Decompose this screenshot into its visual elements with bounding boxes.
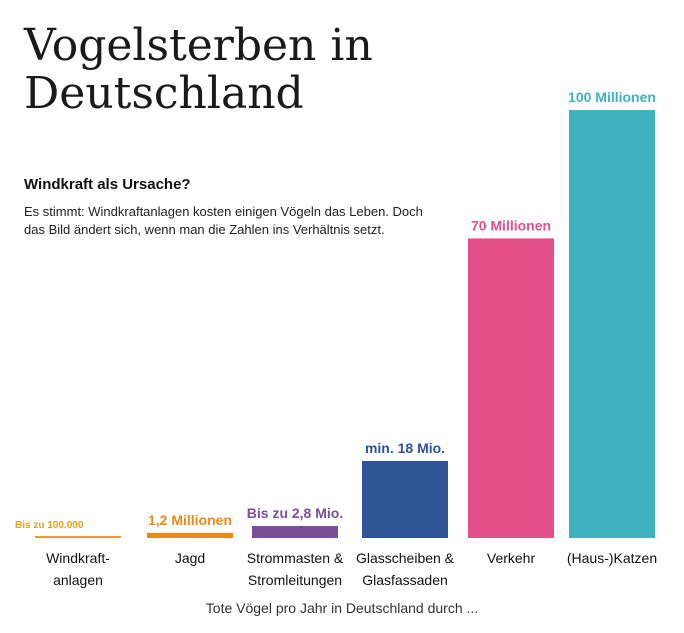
chart-title: Vogelsterben in Deutschland [24,20,373,119]
category-label-2-0: Strommasten & [247,550,344,566]
bar-2 [252,526,338,538]
value-label-0: Bis zu 100.000 [15,520,84,531]
category-label-0-0: Windkraft- [46,550,110,566]
bar-0 [35,536,121,538]
category-label-4-0: Verkehr [487,550,536,566]
bar-3 [362,460,448,538]
chart-description: Es stimmt: Windkraftanlagen kosten einig… [24,204,423,237]
bar-4 [468,238,554,538]
category-label-3-0: Glasscheiben & [356,550,455,566]
value-label-1: 1,2 Millionen [148,512,232,528]
value-label-4: 70 Millionen [471,217,551,233]
value-label-2: Bis zu 2,8 Mio. [247,505,343,521]
category-label-3-1: Glasfassaden [362,572,448,588]
value-label-3: min. 18 Mio. [365,440,445,456]
bar-chart: Bis zu 100.000 Windkraft-anlagen 1,2 Milli… [15,89,657,588]
category-label-2-1: Stromleitungen [248,572,342,588]
value-label-5: 100 Millionen [568,89,656,105]
category-label-1-0: Jagd [175,550,205,566]
x-axis-label: Tote Vögel pro Jahr in Deutschland durch… [205,600,479,616]
bar-1 [147,532,233,538]
chart-subtitle: Windkraft als Ursache? [24,176,191,193]
category-label-0-1: anlagen [53,572,103,588]
category-label-5-0: (Haus-)Katzen [567,550,657,566]
bar-5 [569,110,655,538]
